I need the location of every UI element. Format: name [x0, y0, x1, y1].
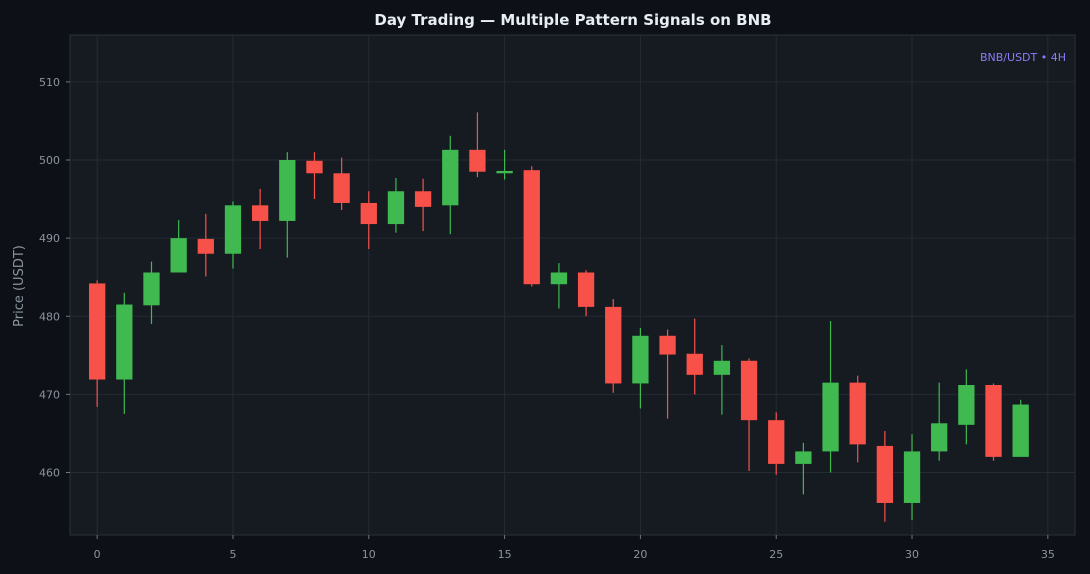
- candle: [469, 112, 486, 178]
- x-tick-label: 20: [633, 548, 647, 561]
- candle: [740, 358, 758, 471]
- candle: [89, 280, 106, 407]
- chart-title: Day Trading — Multiple Pattern Signals o…: [374, 11, 771, 29]
- candle: [197, 213, 214, 277]
- y-axis-ticks: 460 470 480 490 500 510: [39, 76, 70, 480]
- x-tick-label: 25: [769, 548, 783, 561]
- candle-body: [659, 335, 676, 355]
- candle: [360, 191, 377, 250]
- x-tick-label: 35: [1041, 548, 1055, 561]
- candle-body: [306, 160, 323, 174]
- candle: [577, 270, 595, 317]
- x-tick-label: 5: [229, 548, 236, 561]
- candle: [713, 345, 731, 415]
- candle: [686, 318, 703, 395]
- candle: [279, 152, 296, 258]
- candle: [768, 412, 785, 475]
- candle-body: [89, 283, 106, 380]
- candle-body: [197, 238, 214, 254]
- candle-body: [605, 306, 622, 384]
- candle: [116, 292, 133, 414]
- candle: [659, 329, 676, 419]
- candle: [224, 201, 242, 269]
- candle-body: [958, 385, 975, 425]
- candle-body: [442, 149, 459, 206]
- candle-body: [496, 170, 513, 174]
- y-tick-label: 470: [39, 388, 60, 401]
- candle: [550, 263, 568, 309]
- candle: [849, 375, 866, 463]
- candle-body: [577, 272, 595, 307]
- x-tick-label: 15: [498, 548, 512, 561]
- candle: [387, 177, 405, 233]
- candle-body: [360, 202, 377, 225]
- candle: [985, 383, 1002, 461]
- x-axis-ticks: 0 5 10 15 20 25 30 35: [94, 535, 1055, 561]
- x-tick-label: 30: [905, 548, 919, 561]
- candle-body: [876, 445, 894, 503]
- candle: [523, 166, 540, 287]
- candle-body: [387, 191, 405, 225]
- candle: [795, 442, 812, 495]
- candle: [605, 299, 622, 393]
- candle-body: [985, 385, 1002, 457]
- y-tick-label: 460: [39, 467, 60, 480]
- candle-body: [116, 304, 133, 380]
- grid-lines: [70, 35, 1075, 535]
- candle-body: [632, 335, 649, 384]
- candle: [903, 434, 921, 521]
- candle-body: [143, 272, 160, 306]
- candle: [632, 327, 649, 409]
- candle: [143, 261, 160, 325]
- candles: [89, 112, 1029, 522]
- candle-body: [686, 353, 703, 375]
- candle: [876, 431, 894, 522]
- candle: [170, 220, 187, 273]
- candle-body: [931, 423, 948, 452]
- candle-body: [550, 272, 568, 285]
- candle: [958, 369, 975, 445]
- candle-body: [279, 160, 296, 221]
- candle-body: [414, 191, 432, 207]
- candle-body: [849, 382, 866, 445]
- candle-body: [224, 205, 242, 254]
- candle: [333, 157, 350, 210]
- candle-body: [795, 451, 812, 464]
- candle-body: [713, 360, 731, 375]
- candle: [496, 149, 513, 180]
- y-tick-label: 500: [39, 154, 60, 167]
- candle-body: [333, 173, 350, 203]
- y-tick-label: 480: [39, 310, 60, 323]
- candle: [251, 188, 269, 250]
- x-tick-label: 0: [94, 548, 101, 561]
- candle: [414, 178, 432, 232]
- plot-area: [69, 34, 1076, 536]
- candle: [822, 320, 839, 473]
- candle: [306, 152, 323, 200]
- candle: [931, 382, 948, 461]
- candle-body: [822, 382, 839, 452]
- candle-body: [523, 170, 540, 285]
- x-tick-label: 10: [362, 548, 376, 561]
- candle-body: [903, 451, 921, 503]
- candle-body: [170, 238, 187, 273]
- y-axis-label: Price (USDT): [12, 245, 27, 327]
- candle-body: [1012, 404, 1029, 457]
- candle: [442, 135, 459, 235]
- candle-body: [740, 360, 758, 421]
- pair-timeframe-label: BNB/USDT • 4H: [980, 51, 1066, 64]
- candle-body: [768, 420, 785, 464]
- y-tick-label: 510: [39, 76, 60, 89]
- candle: [1012, 399, 1029, 457]
- candle-body: [469, 149, 486, 172]
- candle-body: [251, 205, 269, 221]
- y-tick-label: 490: [39, 232, 60, 245]
